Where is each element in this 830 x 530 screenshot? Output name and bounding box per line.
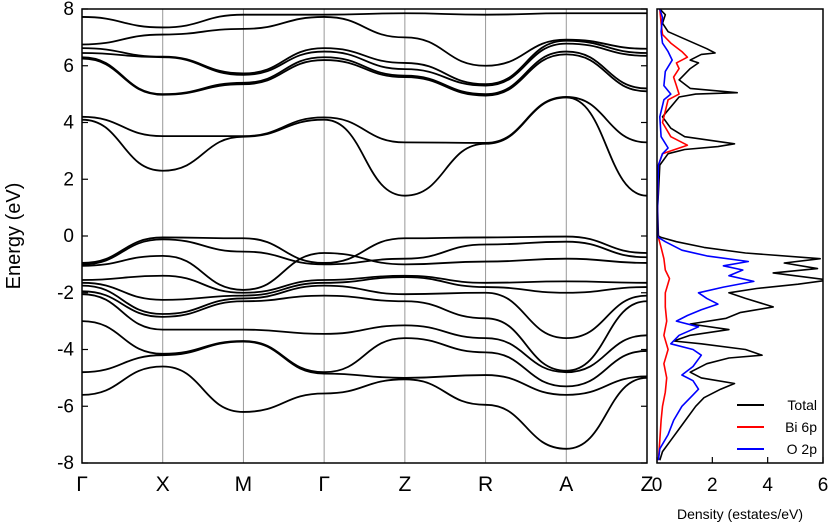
kpath-label: X — [156, 473, 170, 496]
energy-axis-label: Energy (eV) — [3, 183, 25, 290]
kpath-label: Z — [398, 473, 411, 496]
band-lines — [82, 12, 647, 450]
density-axis-ticks: 0 2 4 6 — [652, 457, 829, 496]
energy-tick-label: -6 — [57, 396, 74, 417]
kpath-label: R — [478, 473, 493, 496]
energy-tick-label: -8 — [57, 453, 74, 474]
band-line-9 — [82, 235, 647, 264]
band-line-7 — [82, 96, 647, 144]
band-line-12 — [82, 274, 647, 294]
band-line-15 — [82, 290, 647, 372]
dos-plot-frame — [656, 8, 824, 464]
density-tick-label: 2 — [707, 475, 718, 496]
band-line-13 — [82, 276, 647, 301]
band-line-14 — [82, 284, 647, 340]
band-line-17 — [82, 320, 647, 388]
energy-tick-label: 4 — [63, 113, 74, 134]
energy-tick-label: 2 — [63, 169, 74, 190]
legend-label: O 2p — [787, 441, 818, 457]
band-line-10 — [82, 238, 647, 266]
kpath-label: M — [235, 473, 253, 496]
band-line-6 — [82, 53, 647, 97]
energy-tick-label: -2 — [57, 283, 74, 304]
band-line-2 — [82, 16, 647, 67]
kpath-label: A — [559, 473, 573, 496]
band-line-4 — [82, 42, 647, 87]
density-axis-label: Density (estates/eV) — [677, 506, 803, 522]
energy-tick-label: -4 — [57, 340, 74, 361]
density-tick-label: 4 — [762, 475, 773, 496]
dos-legend: Total Bi 6p O 2p — [737, 397, 817, 457]
dos-lines — [657, 9, 823, 461]
kpath-gridlines — [162, 9, 567, 463]
band-line-16 — [82, 293, 647, 374]
band-line-3 — [82, 39, 647, 86]
energy-tick-label: 6 — [63, 56, 74, 77]
density-tick-label: 6 — [818, 475, 829, 496]
energy-tick-label: 8 — [63, 0, 74, 20]
band-line-18 — [82, 340, 647, 396]
energy-tick-label: 0 — [63, 226, 74, 247]
energy-axis-ticks: -8 -6 -4 -2 0 2 4 6 8 — [57, 0, 647, 474]
legend-label: Bi 6p — [785, 419, 817, 435]
band-line-1 — [82, 12, 647, 29]
density-tick-label: 0 — [652, 475, 663, 496]
dos-line-o-2p — [657, 9, 755, 461]
dos-line-total — [657, 9, 823, 461]
band-line-8 — [82, 96, 647, 197]
band-line-19 — [82, 365, 647, 450]
band-structure-panel: -8 -6 -4 -2 0 2 4 6 8 Γ X M Γ Z R A Z Energy (eV) — [3, 0, 654, 496]
band-line-11 — [82, 252, 647, 291]
kpath-label: Γ — [318, 473, 330, 496]
legend-label: Total — [787, 397, 817, 413]
kpath-label: Z — [641, 473, 654, 496]
kpath-label: Γ — [76, 473, 88, 496]
dos-panel: 0 2 4 6 Density (estates/eV) Total Bi 6p O 2p — [652, 8, 829, 522]
